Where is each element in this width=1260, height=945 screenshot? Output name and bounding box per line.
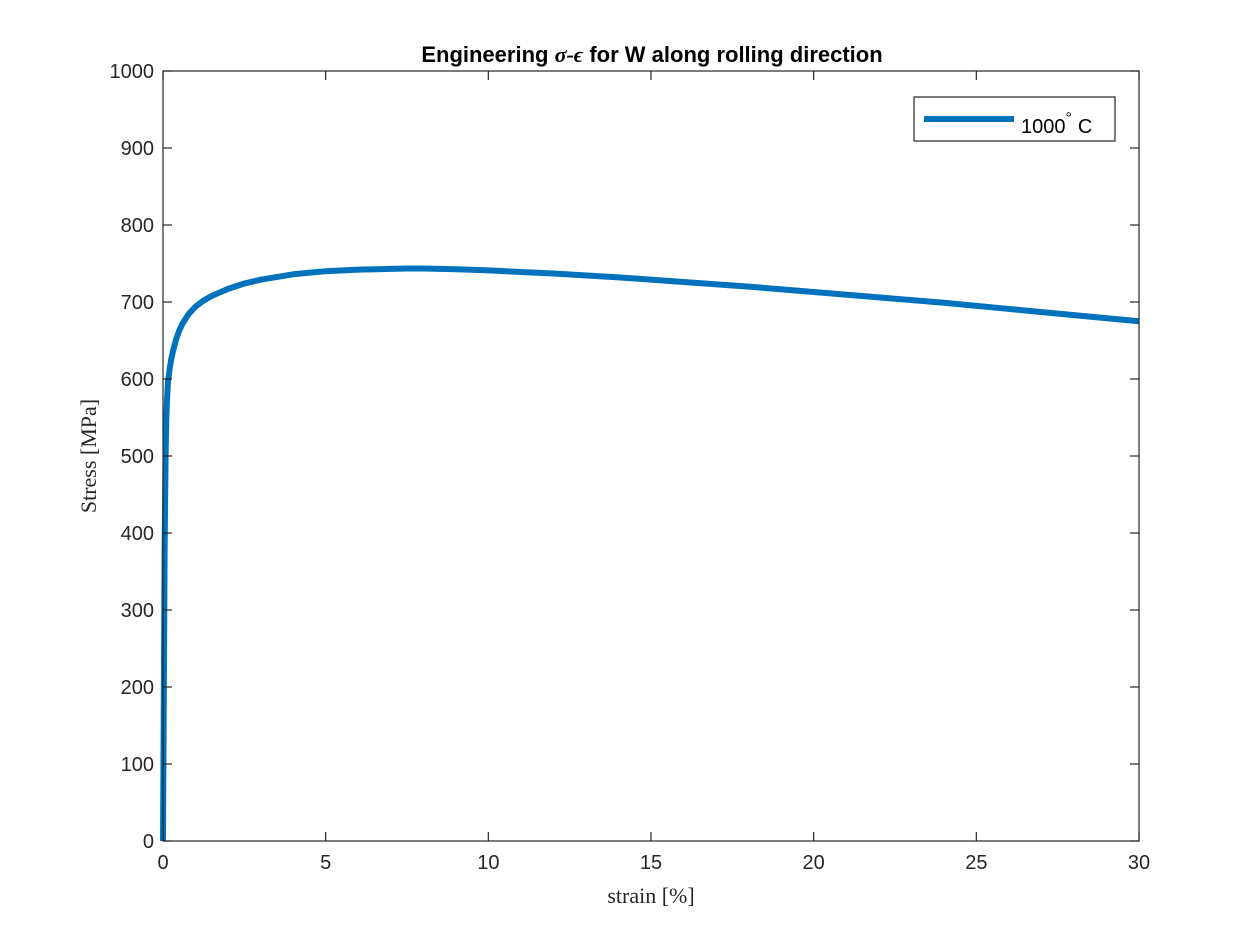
y-tick-label: 0 (143, 831, 154, 853)
legend-entry-label: 1000° C (1021, 110, 1092, 138)
x-tick-labels: 0 5 10 15 20 25 30 (157, 852, 1150, 874)
x-tick-label: 20 (803, 852, 825, 874)
y-tick-label: 300 (121, 600, 154, 622)
x-axis-label: strain [%] (607, 883, 694, 908)
y-tick-label: 200 (121, 677, 154, 699)
y-tick-label: 100 (121, 754, 154, 776)
legend: 1000° C (913, 96, 1116, 142)
y-tick-labels: 0 100 200 300 400 500 600 700 800 900 1000 (110, 61, 155, 853)
y-tick-label: 700 (121, 292, 154, 314)
chart-title: Engineering σ-ϵ for W along rolling dire… (421, 42, 882, 67)
plot-area (163, 71, 1139, 841)
x-tick-label: 10 (477, 852, 499, 874)
y-tick-label: 500 (121, 446, 154, 468)
y-tick-label: 900 (121, 138, 154, 160)
y-axis-label: Stress [MPa] (76, 399, 101, 513)
axes-layer (162, 70, 1140, 842)
legend-unit: C (1078, 116, 1092, 138)
x-tick-label: 25 (965, 852, 987, 874)
x-tick-label: 30 (1128, 852, 1150, 874)
y-tick-label: 600 (121, 369, 154, 391)
x-tick-label: 0 (157, 852, 168, 874)
x-tick-label: 5 (320, 852, 331, 874)
y-tick-label: 400 (121, 523, 154, 545)
x-tick-label: 15 (640, 852, 662, 874)
y-tick-label: 1000 (110, 61, 155, 83)
legend-value: 1000 (1021, 116, 1066, 138)
y-tick-label: 800 (121, 215, 154, 237)
legend-degree: ° (1066, 110, 1072, 127)
